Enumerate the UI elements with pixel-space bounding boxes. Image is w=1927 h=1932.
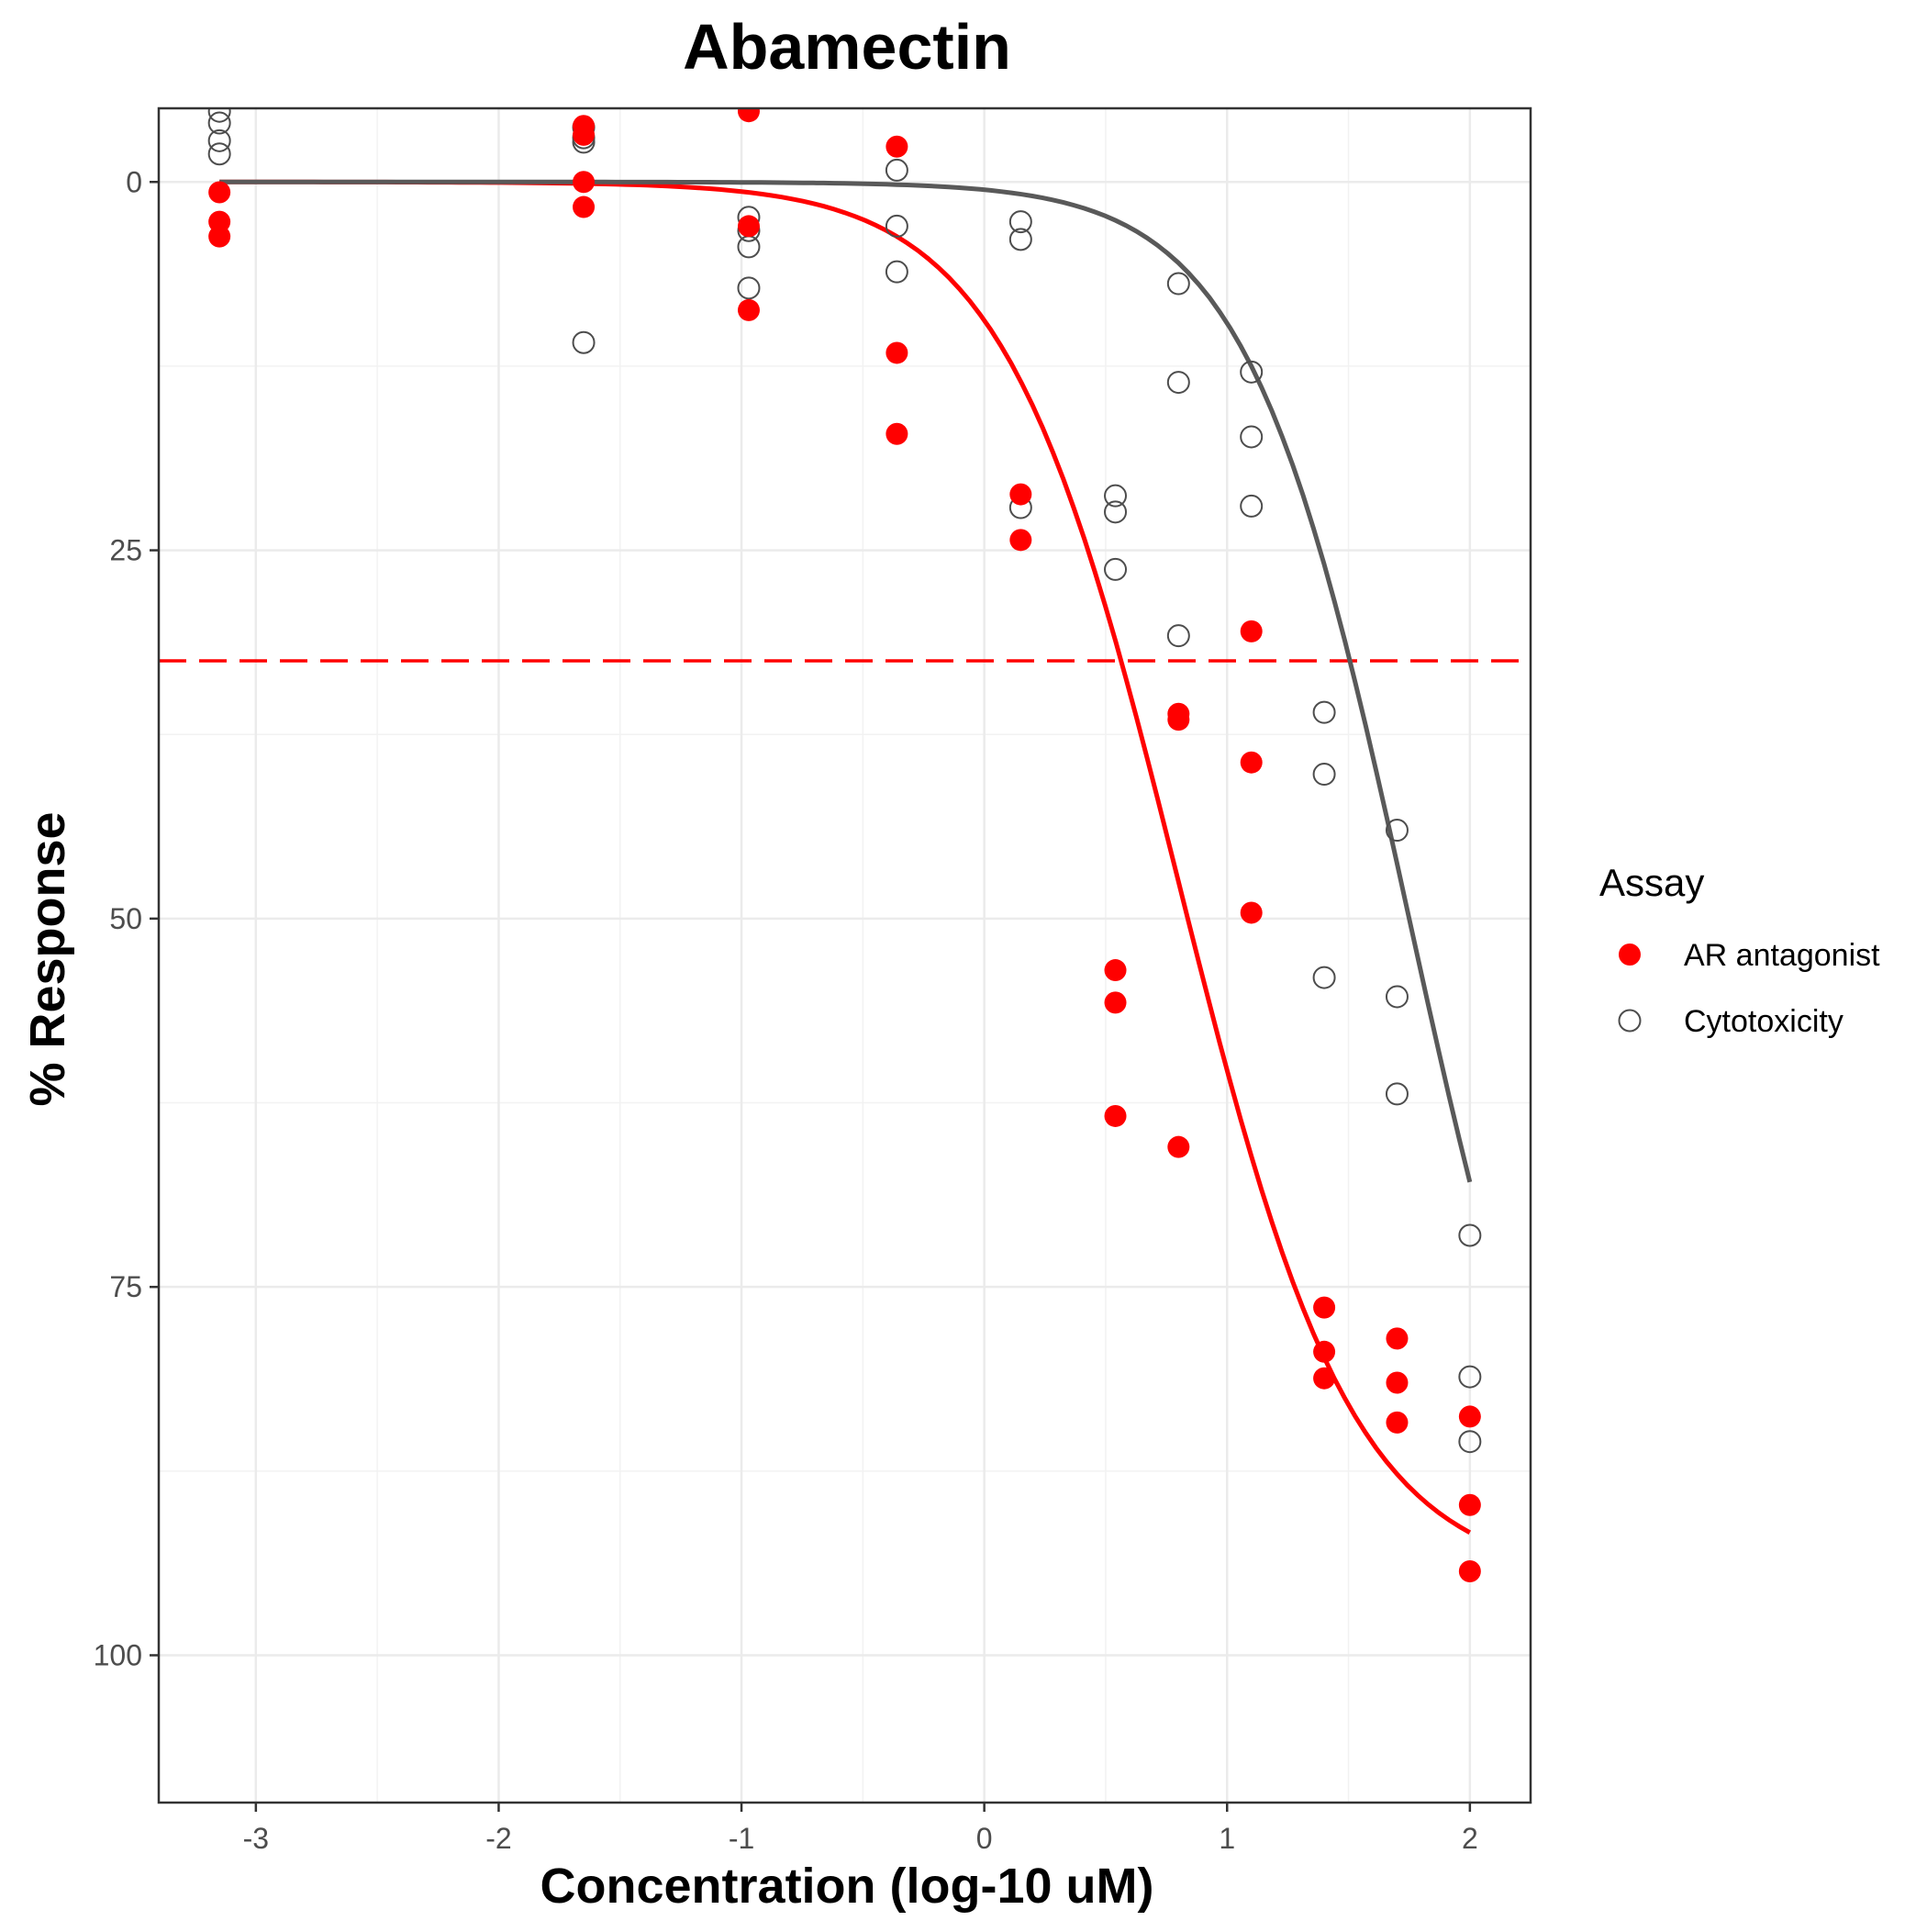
- data-point-ar-antagonist: [1386, 1327, 1409, 1350]
- data-point-ar-antagonist: [573, 195, 596, 218]
- data-point-cytotoxicity: [885, 260, 908, 284]
- data-point-ar-antagonist: [1104, 1104, 1127, 1127]
- data-point-cytotoxicity: [1458, 1223, 1482, 1247]
- legend-label-ar-antagonist: AR antagonist: [1684, 938, 1880, 973]
- data-point-cytotoxicity: [737, 276, 761, 300]
- plot-panel: [159, 99, 1531, 1803]
- data-point-ar-antagonist: [1104, 991, 1127, 1014]
- top-mask: [0, 83, 1927, 107]
- data-point-ar-antagonist: [1104, 959, 1127, 982]
- x-tick-label: -3: [243, 1822, 269, 1855]
- data-point-ar-antagonist: [573, 171, 596, 194]
- data-point-cytotoxicity: [1385, 819, 1409, 843]
- data-point-ar-antagonist: [573, 115, 596, 138]
- data-point-cytotoxicity: [1104, 484, 1128, 508]
- data-point-ar-antagonist: [208, 181, 231, 204]
- data-point-cytotoxicity: [207, 142, 231, 166]
- data-point-cytotoxicity: [1312, 700, 1336, 724]
- data-point-ar-antagonist: [1458, 1493, 1481, 1516]
- data-point-cytotoxicity: [1166, 624, 1190, 648]
- data-point-cytotoxicity: [1385, 1082, 1409, 1106]
- data-point-cytotoxicity: [572, 330, 596, 354]
- data-point-cytotoxicity: [1458, 1430, 1482, 1454]
- x-tick-label: -2: [485, 1822, 511, 1855]
- data-point-cytotoxicity: [1166, 371, 1190, 395]
- x-tick-label: -1: [729, 1822, 754, 1855]
- data-point-cytotoxicity: [1008, 210, 1032, 234]
- data-point-cytotoxicity: [1240, 494, 1264, 518]
- data-point-cytotoxicity: [1166, 272, 1190, 296]
- fit-curve-cytotoxicity: [219, 179, 1473, 1183]
- data-point-ar-antagonist: [1458, 1405, 1481, 1428]
- data-point-ar-antagonist: [1167, 1135, 1190, 1158]
- data-point-ar-antagonist: [1458, 1559, 1481, 1582]
- legend-key-cytotoxicity: [1618, 1009, 1642, 1033]
- data-point-ar-antagonist: [886, 341, 908, 364]
- axes: -3 -2 -1 0 1 2 0 25 50 75 100: [94, 165, 1478, 1855]
- data-point-cytotoxicity: [885, 214, 908, 238]
- x-tick-label: 0: [976, 1822, 993, 1855]
- chart-title: Abamectin: [683, 11, 1011, 83]
- y-tick-label: 50: [109, 902, 142, 935]
- y-axis-title: % Response: [20, 811, 75, 1106]
- data-point-ar-antagonist: [1240, 620, 1263, 642]
- data-point-ar-antagonist: [1240, 901, 1263, 924]
- legend: Assay AR antagonist Cytotoxicity: [1599, 861, 1880, 1039]
- data-point-cytotoxicity: [207, 111, 231, 135]
- data-point-ar-antagonist: [1386, 1371, 1409, 1394]
- data-point-ar-antagonist: [1009, 529, 1032, 552]
- data-point-ar-antagonist: [1386, 1411, 1409, 1434]
- data-point-cytotoxicity: [1104, 500, 1128, 524]
- x-axis-title: Concentration (log-10 uM): [540, 1859, 1154, 1914]
- data-point-ar-antagonist: [886, 135, 908, 158]
- data-point-ar-antagonist: [737, 215, 760, 238]
- y-tick-label: 100: [94, 1638, 142, 1671]
- data-point-cytotoxicity: [1458, 1365, 1482, 1389]
- data-point-ar-antagonist: [1240, 751, 1263, 774]
- data-point-cytotoxicity: [1240, 360, 1264, 384]
- data-point-ar-antagonist: [1313, 1296, 1336, 1319]
- data-point-ar-antagonist: [1313, 1340, 1336, 1363]
- data-point-ar-antagonist: [1009, 483, 1032, 506]
- legend-title: Assay: [1599, 861, 1704, 904]
- data-point-cytotoxicity: [207, 128, 231, 152]
- x-tick-label: 2: [1462, 1822, 1478, 1855]
- data-point-cytotoxicity: [885, 158, 908, 182]
- y-tick-label: 75: [109, 1270, 142, 1303]
- data-point-cytotoxicity: [1385, 985, 1409, 1009]
- data-point-cytotoxicity: [1312, 763, 1336, 787]
- panel-border: [157, 106, 1532, 1804]
- data-point-cytotoxicity: [1240, 425, 1264, 449]
- y-tick-label: 0: [126, 165, 142, 198]
- data-point-cytotoxicity: [1312, 966, 1336, 989]
- x-tick-label: 1: [1219, 1822, 1235, 1855]
- legend-label-cytotoxicity: Cytotoxicity: [1684, 1004, 1843, 1039]
- data-point-ar-antagonist: [1313, 1367, 1336, 1390]
- data-point-cytotoxicity: [1008, 228, 1032, 251]
- data-point-cytotoxicity: [1104, 557, 1128, 581]
- data-point-ar-antagonist: [737, 298, 760, 321]
- data-point-ar-antagonist: [208, 225, 231, 248]
- legend-key-ar-antagonist: [1619, 944, 1641, 966]
- data-point-ar-antagonist: [886, 422, 908, 445]
- data-point-ar-antagonist: [1167, 709, 1190, 731]
- y-tick-label: 25: [109, 534, 142, 567]
